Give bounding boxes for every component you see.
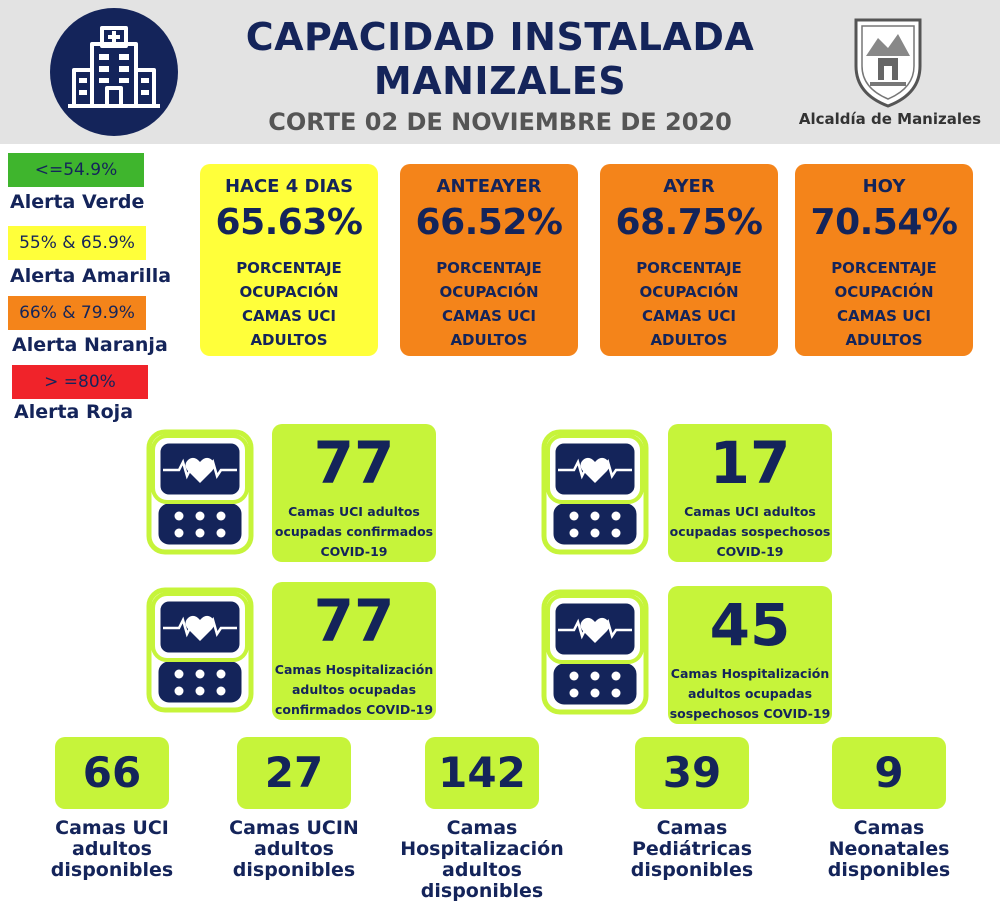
available-ucin-label: Camas UCIN adultos disponibles (229, 817, 359, 881)
occupancy-card-title: AYER (663, 176, 715, 197)
available-hosp-value: 142 (425, 737, 539, 809)
occupancy-card-value: 70.54% (810, 202, 958, 243)
available-ucin-value: 27 (237, 737, 351, 809)
available-uci-value: 66 (55, 737, 169, 809)
legend-range-yellow: 55% & 65.9% (8, 226, 146, 260)
available-pediatric-value: 39 (635, 737, 749, 809)
occupancy-card-desc: PORCENTAJE OCUPACIÓN CAMAS UCI ADULTOS (436, 259, 542, 349)
stat-value: 77 (313, 429, 395, 497)
occupancy-card-value: 65.63% (215, 202, 363, 243)
heart-monitor-icon (540, 588, 650, 716)
available-pediatric-label: Camas Pediátricas disponibles (630, 817, 754, 881)
stat-caption: Camas Hospitalización adultos ocupadas c… (274, 662, 434, 717)
stat-value: 17 (709, 429, 791, 497)
heart-monitor-icon (540, 428, 650, 556)
stat-caption: Camas UCI adultos ocupadas sospechosos C… (669, 504, 831, 559)
city-crest-icon (850, 16, 926, 108)
occupancy-card-title: HOY (862, 176, 906, 197)
alcaldia-label: Alcaldía de Manizales (798, 110, 982, 128)
title-line-2: MANIZALES (373, 59, 627, 103)
occupancy-card-desc: PORCENTAJE OCUPACIÓN CAMAS UCI ADULTOS (236, 259, 342, 349)
stat-card-uci-confirmed: 77 Camas UCI adultos ocupadas confirmado… (272, 424, 436, 562)
occupancy-card-yesterday: AYER 68.75% PORCENTAJE OCUPACIÓN CAMAS U… (600, 164, 778, 356)
stat-value: 45 (709, 591, 791, 659)
legend-range-red: > =80% (12, 365, 148, 399)
legend-label-green: Alerta Verde (10, 191, 145, 213)
available-hosp-label: Camas Hospitalización adultos disponible… (400, 817, 564, 902)
available-neonatal-value: 9 (832, 737, 946, 809)
title-line-1: CAPACIDAD INSTALADA (245, 15, 755, 59)
occupancy-card-desc: PORCENTAJE OCUPACIÓN CAMAS UCI ADULTOS (636, 259, 742, 349)
stat-caption: Camas UCI adultos ocupadas confirmados C… (274, 504, 434, 559)
legend-label-yellow: Alerta Amarilla (10, 265, 172, 287)
heart-monitor-icon (145, 586, 255, 714)
occupancy-card-title: ANTEAYER (436, 176, 542, 197)
occupancy-card-desc: PORCENTAJE OCUPACIÓN CAMAS UCI ADULTOS (831, 259, 937, 349)
occupancy-card-title: HACE 4 DIAS (224, 176, 354, 197)
stat-card-hosp-suspected: 45 Camas Hospitalización adultos ocupada… (668, 586, 832, 724)
legend-range-orange: 66% & 79.9% (8, 296, 146, 330)
stat-value: 77 (313, 587, 395, 655)
stat-card-uci-suspected: 17 Camas UCI adultos ocupadas sospechoso… (668, 424, 832, 562)
occupancy-card-today: HOY 70.54% PORCENTAJE OCUPACIÓN CAMAS UC… (795, 164, 973, 356)
stat-caption: Camas Hospitalización adultos ocupadas s… (669, 666, 831, 721)
available-uci-label: Camas UCI adultos disponibles (50, 817, 174, 881)
occupancy-card-value: 66.52% (415, 202, 563, 243)
occupancy-card-value: 68.75% (615, 202, 763, 243)
legend-label-orange: Alerta Naranja (12, 334, 168, 356)
stat-card-hosp-confirmed: 77 Camas Hospitalización adultos ocupada… (272, 582, 436, 720)
available-neonatal-label: Camas Neonatales disponibles (827, 817, 951, 881)
legend-range-green: <=54.9% (8, 153, 144, 187)
cutoff-date: CORTE 02 DE NOVIEMBRE DE 2020 (268, 108, 732, 136)
heart-monitor-icon (145, 428, 255, 556)
legend-label-red: Alerta Roja (14, 401, 134, 423)
hospital-icon (50, 8, 178, 136)
occupancy-card-day-before-yesterday: ANTEAYER 66.52% PORCENTAJE OCUPACIÓN CAM… (400, 164, 578, 356)
occupancy-card-4-days-ago: HACE 4 DIAS 65.63% PORCENTAJE OCUPACIÓN … (200, 164, 378, 356)
